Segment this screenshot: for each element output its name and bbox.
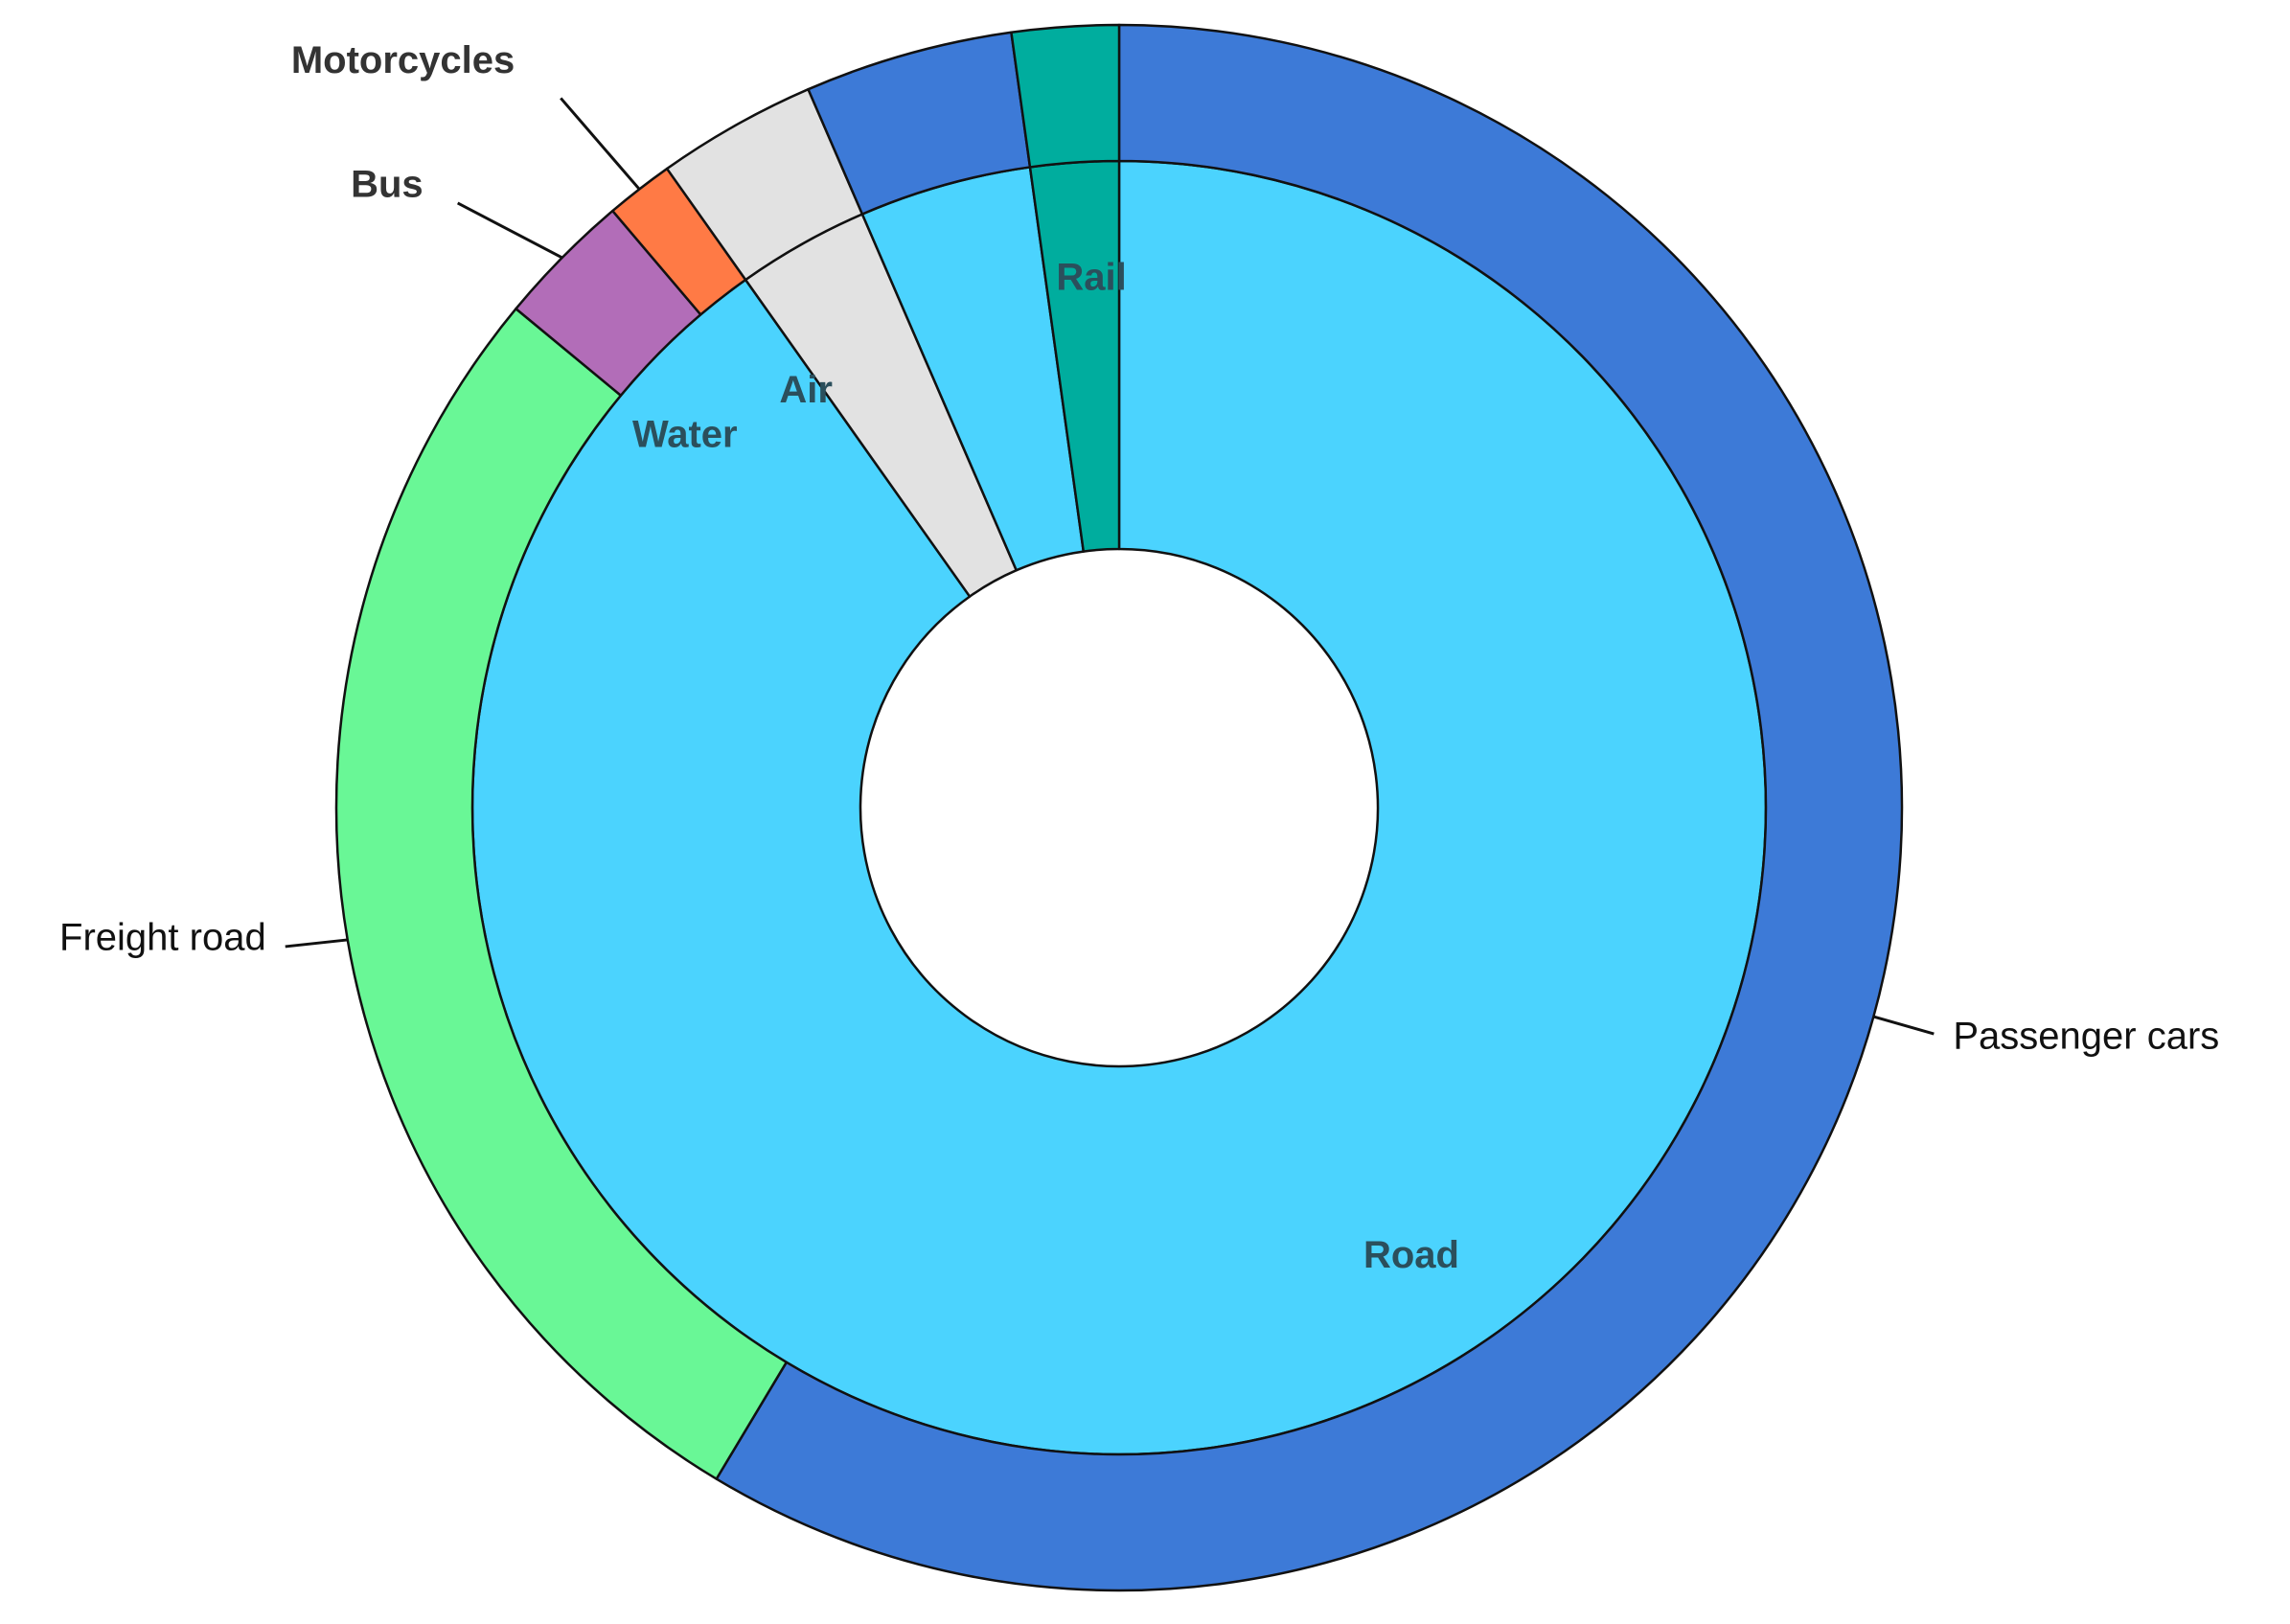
leader-passenger-cars <box>1872 1015 1935 1036</box>
label-outer-passenger-cars: Passenger cars <box>1953 1016 2219 1058</box>
label-inner-air: Air <box>779 369 833 411</box>
leader-bus <box>456 201 563 260</box>
outer-slice-passenger-cars <box>715 23 1904 1592</box>
outer-slice-freight-road <box>334 307 789 1480</box>
label-inner-water: Water <box>632 413 738 455</box>
inner-ring <box>470 159 1768 1456</box>
label-inner-rail: Rail <box>1056 256 1126 298</box>
outer-slice-rail <box>1010 23 1121 169</box>
outer-ring <box>334 23 1904 1592</box>
leader-motorcycles <box>560 97 641 191</box>
label-outer-motorcycles: Motorcycles <box>291 39 515 81</box>
slice-labels: Road Water Air Rail Passenger cars Freight ro… <box>59 39 2219 1276</box>
leader-lines <box>285 97 1935 1036</box>
label-inner-road: Road <box>1363 1234 1459 1276</box>
label-outer-bus: Bus <box>351 163 424 205</box>
leader-freight-road <box>285 938 348 949</box>
label-outer-freight-road: Freight road <box>59 916 266 958</box>
